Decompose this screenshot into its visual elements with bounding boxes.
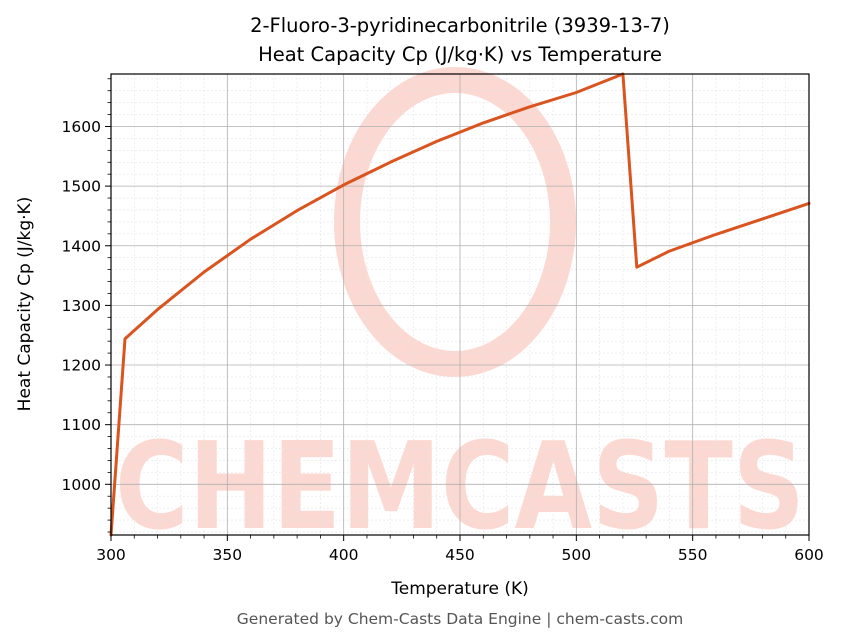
x-tick-label: 350 bbox=[213, 546, 243, 564]
y-tick-label: 1500 bbox=[62, 178, 101, 196]
y-axis-title: Heat Capacity Cp (J/kg·K) bbox=[15, 197, 35, 412]
x-axis: 300 350 400 450 500 550 600 bbox=[96, 535, 824, 564]
x-tick-label: 400 bbox=[329, 546, 359, 564]
x-tick-label: 450 bbox=[445, 546, 475, 564]
series-layer bbox=[109, 72, 811, 537]
y-tick-label: 1600 bbox=[62, 118, 101, 136]
x-axis-title: Temperature (K) bbox=[390, 579, 529, 599]
y-tick-label: 1400 bbox=[62, 237, 101, 255]
heat-capacity-line bbox=[109, 72, 811, 537]
x-tick-label: 600 bbox=[794, 546, 824, 564]
y-tick-label: 1200 bbox=[62, 357, 101, 375]
y-tick-label: 1100 bbox=[62, 416, 101, 434]
chart-title-line2: Heat Capacity Cp (J/kg·K) vs Temperature bbox=[258, 43, 662, 66]
y-tick-label: 1000 bbox=[62, 476, 101, 494]
footer-credit: Generated by Chem-Casts Data Engine | ch… bbox=[237, 610, 683, 628]
chart-title-line1: 2-Fluoro-3-pyridinecarbonitrile (3939-13… bbox=[250, 14, 670, 37]
major-grid bbox=[110, 74, 810, 535]
x-tick-label: 500 bbox=[562, 546, 592, 564]
x-tick-label: 300 bbox=[96, 546, 126, 564]
y-axis: 1000 1100 1200 1300 1400 1500 1600 bbox=[62, 78, 111, 533]
y-tick-label: 1300 bbox=[62, 297, 101, 315]
x-tick-label: 550 bbox=[678, 546, 708, 564]
